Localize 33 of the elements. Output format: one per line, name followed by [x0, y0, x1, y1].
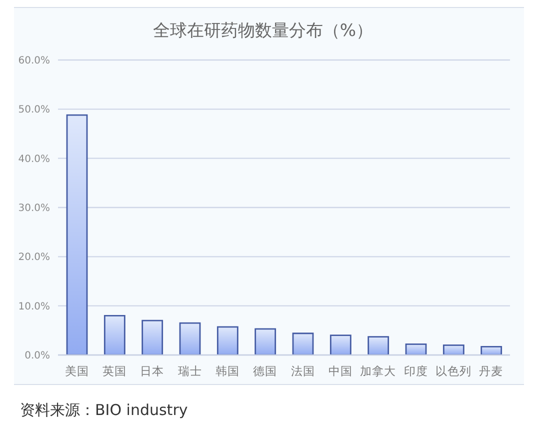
x-tick-label: 日本	[140, 364, 164, 378]
x-tick-label: 以色列	[436, 364, 472, 378]
x-tick-label: 丹麦	[479, 364, 504, 378]
y-tick-label: 30.0%	[18, 203, 50, 214]
bar	[292, 332, 314, 355]
x-tick-label: 韩国	[216, 364, 240, 378]
bar	[405, 343, 427, 355]
x-tick-label: 美国	[64, 364, 89, 378]
y-tick-label: 40.0%	[18, 154, 50, 165]
chart-title: 全球在研药物数量分布（%）	[152, 20, 374, 42]
x-tick-label: 德国	[253, 364, 278, 378]
y-tick-label: 0.0%	[24, 350, 50, 362]
bar	[216, 326, 238, 355]
y-tick-label: 60.0%	[18, 56, 50, 67]
bar	[142, 320, 164, 355]
x-tick-label: 瑞士	[178, 364, 202, 378]
y-tick-label: 50.0%	[18, 104, 50, 116]
x-tick-label: 中国	[328, 364, 352, 378]
y-tick-label: 20.0%	[18, 252, 50, 264]
bar	[104, 314, 126, 355]
bar	[179, 322, 201, 355]
bar	[330, 334, 352, 355]
bar	[442, 344, 464, 355]
x-tick-label: 法国	[290, 364, 315, 378]
text: 资料来源：BIO industry	[20, 401, 188, 420]
y-tick-label: 10.0%	[18, 301, 50, 312]
bar	[66, 114, 88, 355]
x-tick-label: 加拿大	[360, 364, 396, 378]
x-tick-label: 英国	[102, 364, 126, 378]
bar	[254, 328, 276, 355]
bar	[368, 336, 390, 355]
x-tick-label: 印度	[404, 364, 428, 378]
bar	[480, 346, 502, 355]
